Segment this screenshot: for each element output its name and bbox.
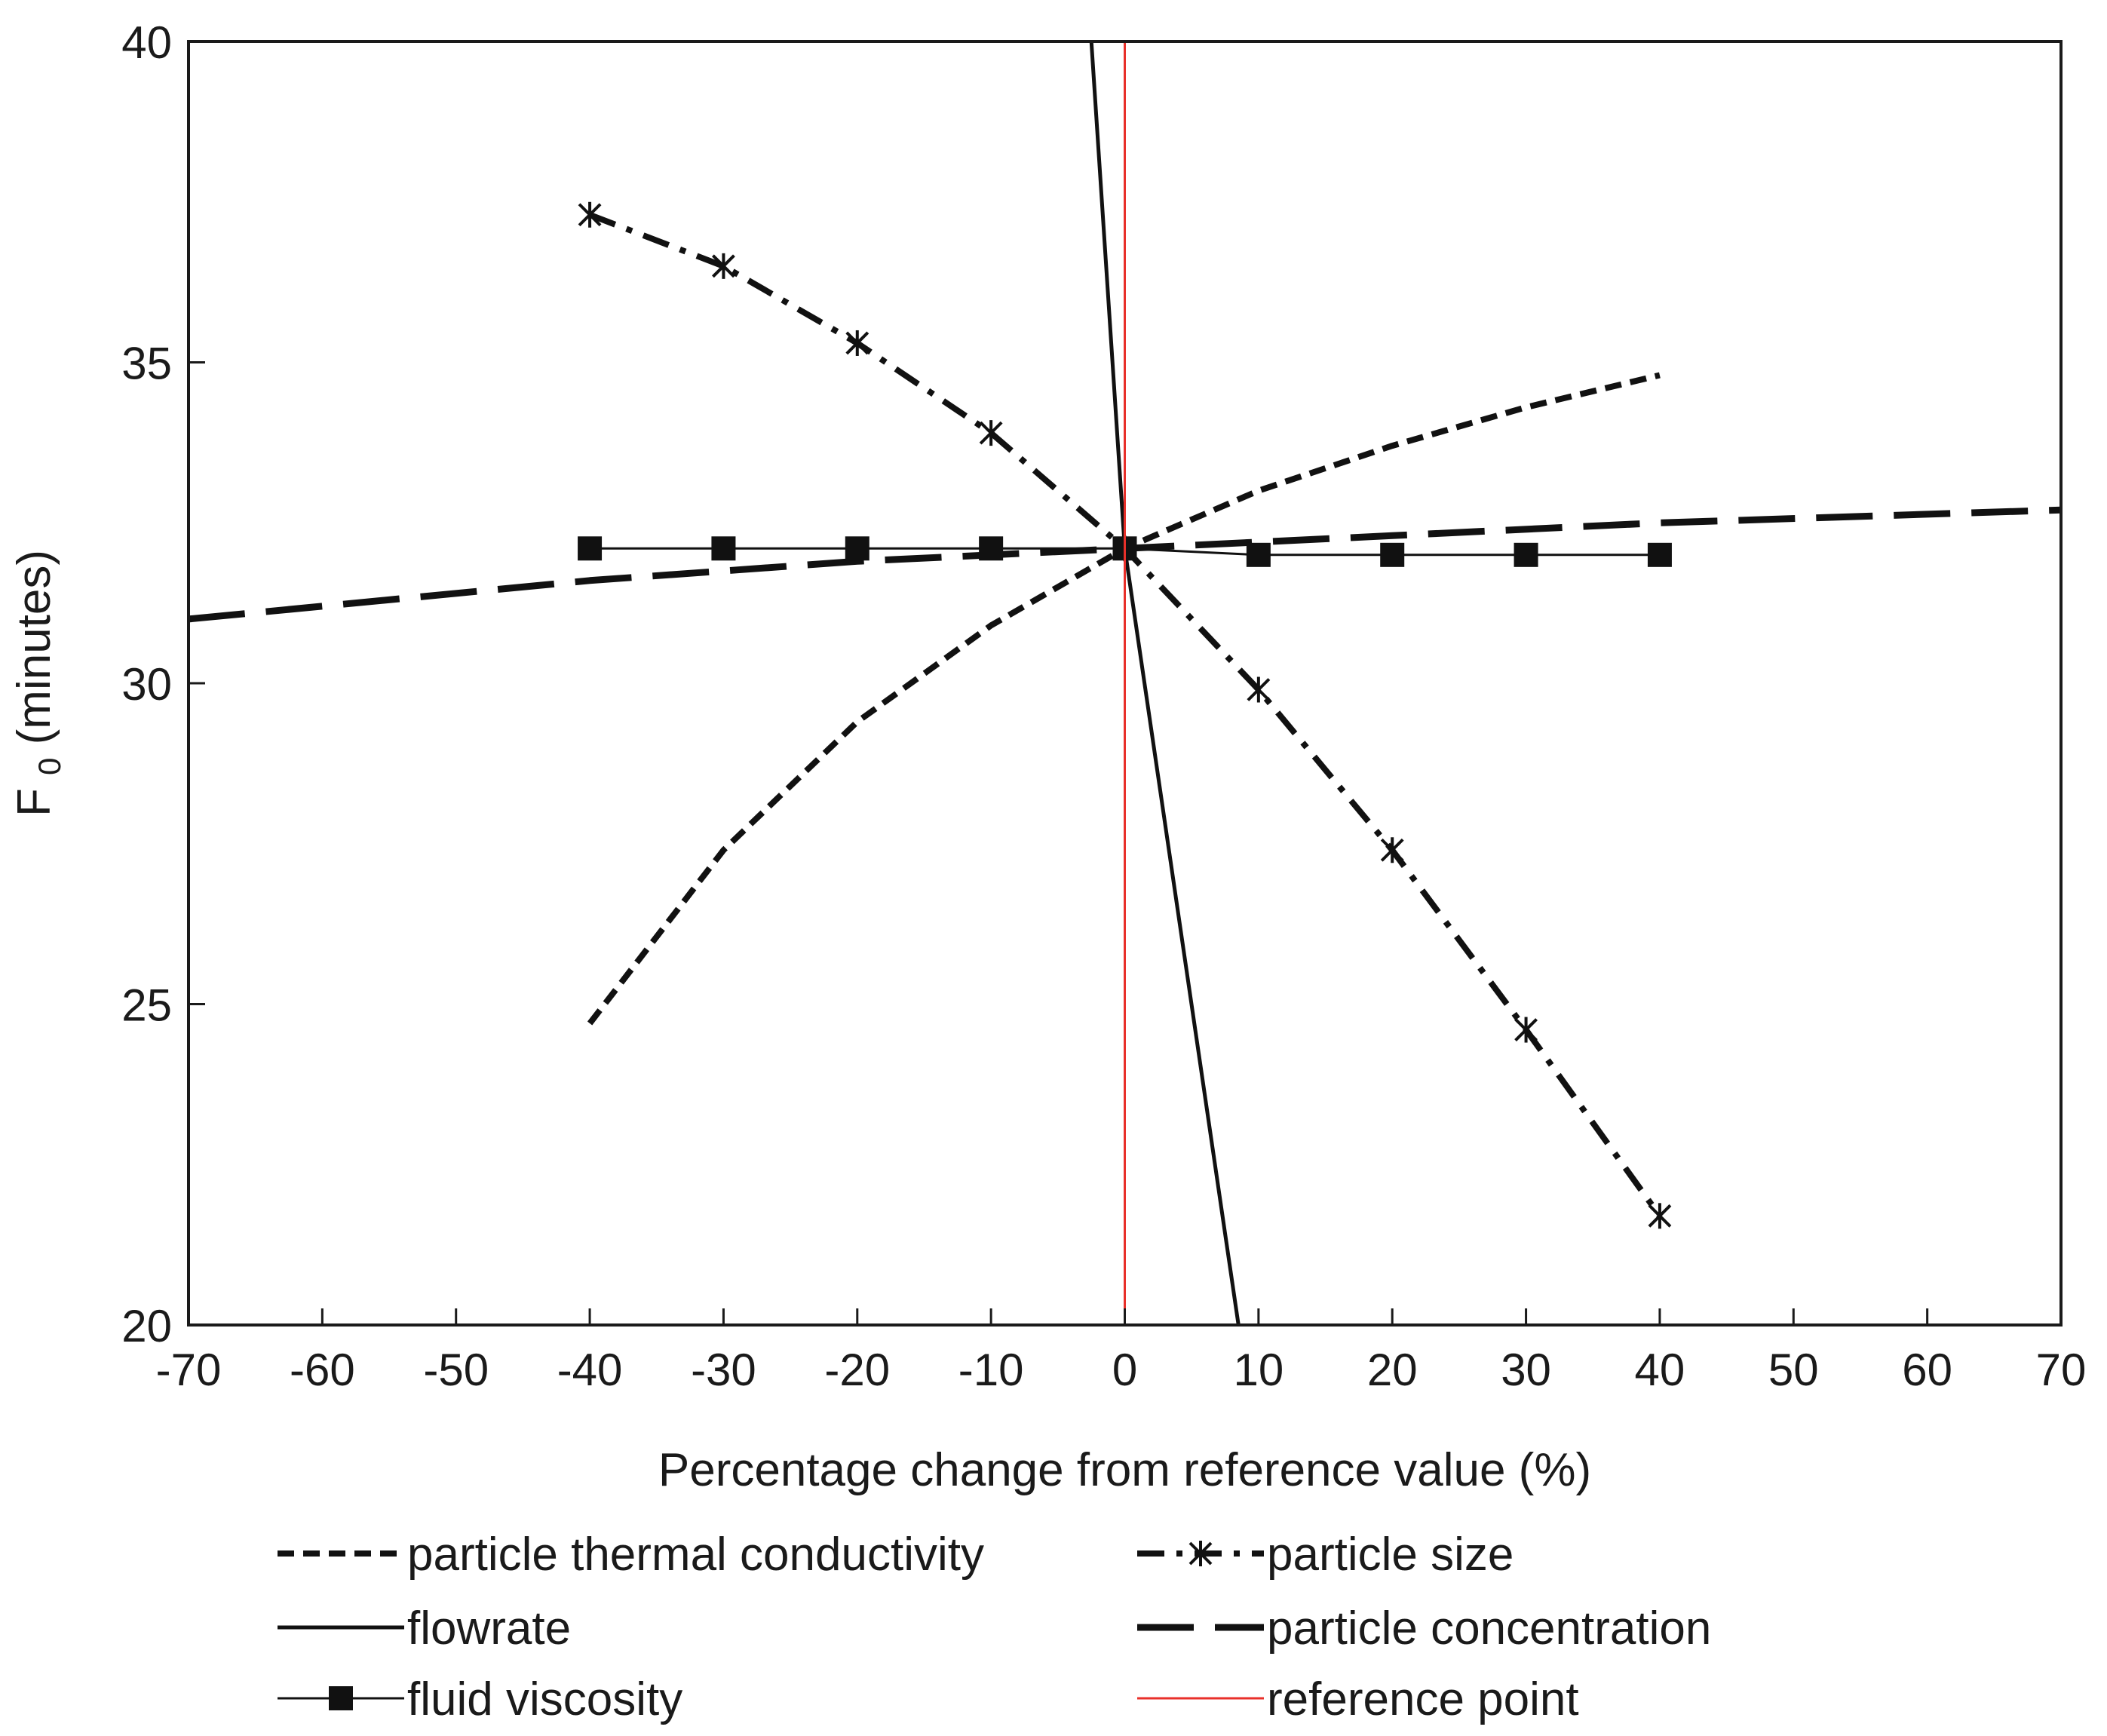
x-axis-title: Percentage change from reference value (…	[658, 1444, 1591, 1496]
legend-item-particle-thermal-conductivity: particle thermal conductivity	[278, 1529, 984, 1581]
legend-item-particle-size: particle size	[1137, 1529, 1514, 1581]
x-tick-label: 40	[1635, 1345, 1685, 1395]
data-point-particle-size	[578, 201, 602, 228]
x-axis: -70 -60 -50 -40 -30 -20 -10 0 10 20 30 40 50 60 70	[156, 1308, 2087, 1395]
x-tick-label: 70	[2036, 1345, 2087, 1395]
legend-label: particle concentration	[1267, 1603, 1711, 1655]
data-point-fluid-viscosity	[979, 536, 1004, 561]
legend-marker-fluid-viscosity	[329, 1686, 353, 1710]
data-point-fluid-viscosity	[1647, 542, 1672, 567]
legend: particle thermal conductivity particle si…	[278, 1529, 1711, 1725]
y-axis: 20 25 30 35 40	[121, 17, 205, 1351]
data-point-particle-size	[1380, 837, 1404, 863]
x-tick-label: -20	[824, 1345, 890, 1395]
series-layer	[188, 41, 2062, 1326]
data-point-fluid-viscosity	[711, 536, 736, 561]
data-point-particle-size	[1514, 1017, 1538, 1043]
data-point-fluid-viscosity	[845, 536, 869, 561]
legend-label: reference point	[1267, 1673, 1579, 1725]
y-axis-title-subscript: 0	[32, 758, 67, 775]
legend-item-flowrate: flowrate	[278, 1603, 571, 1655]
y-axis-title-rest: (minutes)	[8, 550, 60, 744]
y-tick-label: 30	[121, 659, 172, 710]
legend-label: particle thermal conductivity	[407, 1529, 984, 1581]
x-tick-label: 30	[1501, 1345, 1551, 1395]
y-tick-label: 35	[121, 339, 172, 389]
x-tick-label: -40	[557, 1345, 623, 1395]
x-tick-label: 50	[1768, 1345, 1819, 1395]
x-tick-label: -60	[290, 1345, 355, 1395]
data-point-fluid-viscosity	[578, 536, 603, 561]
data-point-particle-size	[979, 420, 1003, 446]
legend-item-fluid-viscosity: fluid viscosity	[278, 1673, 682, 1725]
data-point-fluid-viscosity	[1380, 542, 1405, 567]
x-tick-label: 10	[1233, 1345, 1284, 1395]
x-tick-label: -70	[156, 1345, 222, 1395]
y-tick-label: 25	[121, 980, 172, 1031]
legend-item-reference-point: reference point	[1137, 1673, 1579, 1725]
data-point-fluid-viscosity	[1246, 542, 1271, 567]
data-point-particle-size	[1648, 1203, 1672, 1229]
x-tick-label: 0	[1112, 1345, 1137, 1395]
y-tick-label: 40	[121, 17, 172, 68]
legend-label: fluid viscosity	[407, 1673, 682, 1725]
x-tick-label: -10	[958, 1345, 1024, 1395]
x-tick-label: 60	[1902, 1345, 1952, 1395]
x-tick-label: 20	[1367, 1345, 1418, 1395]
y-axis-title-main: F	[8, 788, 60, 817]
x-tick-label: -30	[691, 1345, 756, 1395]
x-tick-label: -50	[423, 1345, 489, 1395]
legend-label: flowrate	[407, 1603, 571, 1655]
y-axis-title: F 0 (minutes)	[8, 550, 71, 817]
legend-item-particle-concentration: particle concentration	[1137, 1603, 1711, 1655]
data-point-particle-size	[1247, 676, 1271, 703]
legend-label: particle size	[1267, 1529, 1514, 1581]
data-point-particle-size	[845, 330, 869, 356]
data-point-fluid-viscosity	[1514, 542, 1538, 567]
legend-marker-particle-size	[1188, 1541, 1213, 1566]
data-point-particle-size	[712, 253, 735, 279]
y-tick-label: 20	[121, 1301, 172, 1351]
